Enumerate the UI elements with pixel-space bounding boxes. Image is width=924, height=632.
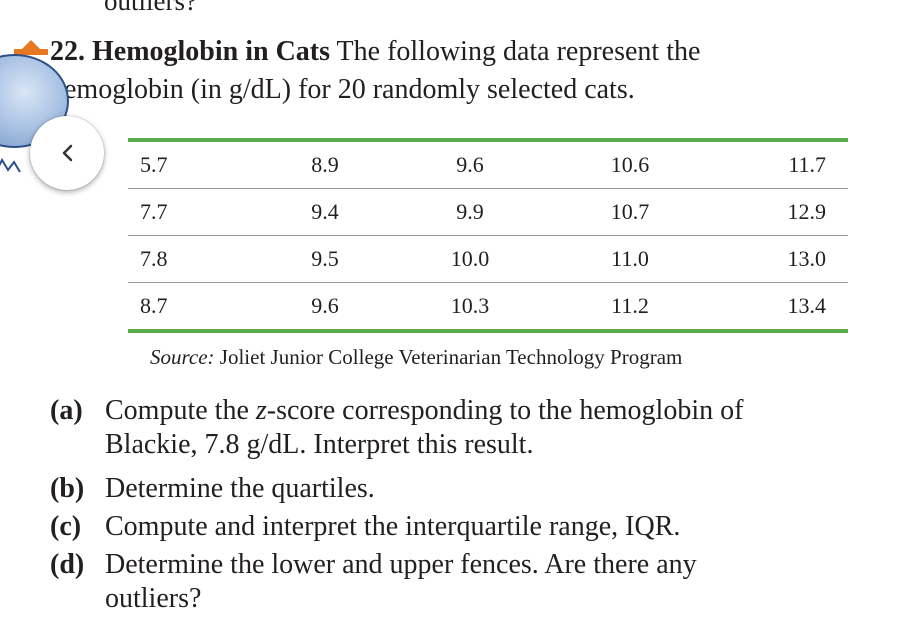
part-c: (c) Compute and interpret the interquarti… bbox=[50, 510, 680, 544]
back-button[interactable] bbox=[30, 116, 104, 190]
part-b: (b) Determine the quartiles. bbox=[50, 472, 375, 506]
problem-intro-line2: hemoglobin (in g/dL) for 20 randomly sel… bbox=[50, 74, 635, 105]
table-cell: 7.7 bbox=[128, 188, 260, 236]
table-cell: 10.3 bbox=[390, 282, 550, 333]
table-cell: 8.9 bbox=[260, 138, 390, 189]
problem-number: 22. bbox=[50, 36, 85, 67]
table-cell: 11.7 bbox=[710, 138, 848, 189]
table-row: 5.7 8.9 9.6 10.6 11.7 bbox=[128, 138, 848, 189]
table-cell: 9.6 bbox=[390, 138, 550, 189]
part-label: (b) bbox=[50, 473, 85, 504]
table-cell: 8.7 bbox=[128, 282, 260, 333]
part-text-continued: outliers? bbox=[105, 583, 202, 614]
part-text: -score corresponding to the hemoglobin o… bbox=[266, 395, 744, 426]
table-cell: 9.9 bbox=[390, 188, 550, 236]
previous-problem-tail: outliers? bbox=[104, 0, 197, 16]
problem-heading: 22. Hemoglobin in Cats The following dat… bbox=[50, 33, 700, 71]
part-variable: z bbox=[255, 395, 267, 426]
table-cell: 10.0 bbox=[390, 235, 550, 283]
table-cell: 10.7 bbox=[550, 188, 710, 236]
table-cell: 9.6 bbox=[260, 282, 390, 333]
part-text: Compute and interpret the interquartile … bbox=[105, 511, 681, 542]
hemoglobin-data-table: 5.7 8.9 9.6 10.6 11.7 7.7 9.4 9.9 10.7 1… bbox=[128, 138, 848, 333]
source-text: Joliet Junior College Veterinarian Techn… bbox=[219, 345, 683, 369]
part-label: (c) bbox=[50, 511, 82, 542]
problem-intro: The following data represent the bbox=[336, 36, 701, 67]
part-label: (d) bbox=[50, 549, 85, 580]
table-row: 8.7 9.6 10.3 11.2 13.4 bbox=[128, 282, 848, 333]
scribble-icon bbox=[0, 157, 21, 173]
problem-title: Hemoglobin in Cats bbox=[92, 36, 331, 67]
table-cell: 11.0 bbox=[550, 235, 710, 283]
source-label: Source: bbox=[150, 345, 215, 369]
table-cell: 13.4 bbox=[710, 282, 848, 333]
part-text: Determine the quartiles. bbox=[105, 473, 375, 504]
exercise-flag-icon bbox=[14, 40, 48, 55]
part-d: (d) Determine the lower and upper fences.… bbox=[50, 548, 697, 616]
source-note: Source: Joliet Junior College Veterinari… bbox=[150, 343, 682, 371]
table-cell: 5.7 bbox=[128, 138, 260, 189]
part-label: (a) bbox=[50, 395, 83, 426]
table-cell: 9.4 bbox=[260, 188, 390, 236]
part-a: (a) Compute the z-score corresponding to … bbox=[50, 394, 743, 462]
table-cell: 11.2 bbox=[550, 282, 710, 333]
part-text: Compute the bbox=[105, 395, 256, 426]
table-row: 7.8 9.5 10.0 11.0 13.0 bbox=[128, 235, 848, 283]
table-cell: 12.9 bbox=[710, 188, 848, 236]
part-text-continued: Blackie, 7.8 g/dL. Interpret this result… bbox=[105, 429, 534, 460]
part-text: Determine the lower and upper fences. Ar… bbox=[105, 549, 697, 580]
table-cell: 9.5 bbox=[260, 235, 390, 283]
back-widget bbox=[0, 40, 110, 200]
table-cell: 13.0 bbox=[710, 235, 848, 283]
table-cell: 7.8 bbox=[128, 235, 260, 283]
chevron-left-icon bbox=[62, 144, 73, 162]
table-cell: 10.6 bbox=[550, 138, 710, 189]
table-row: 7.7 9.4 9.9 10.7 12.9 bbox=[128, 188, 848, 236]
